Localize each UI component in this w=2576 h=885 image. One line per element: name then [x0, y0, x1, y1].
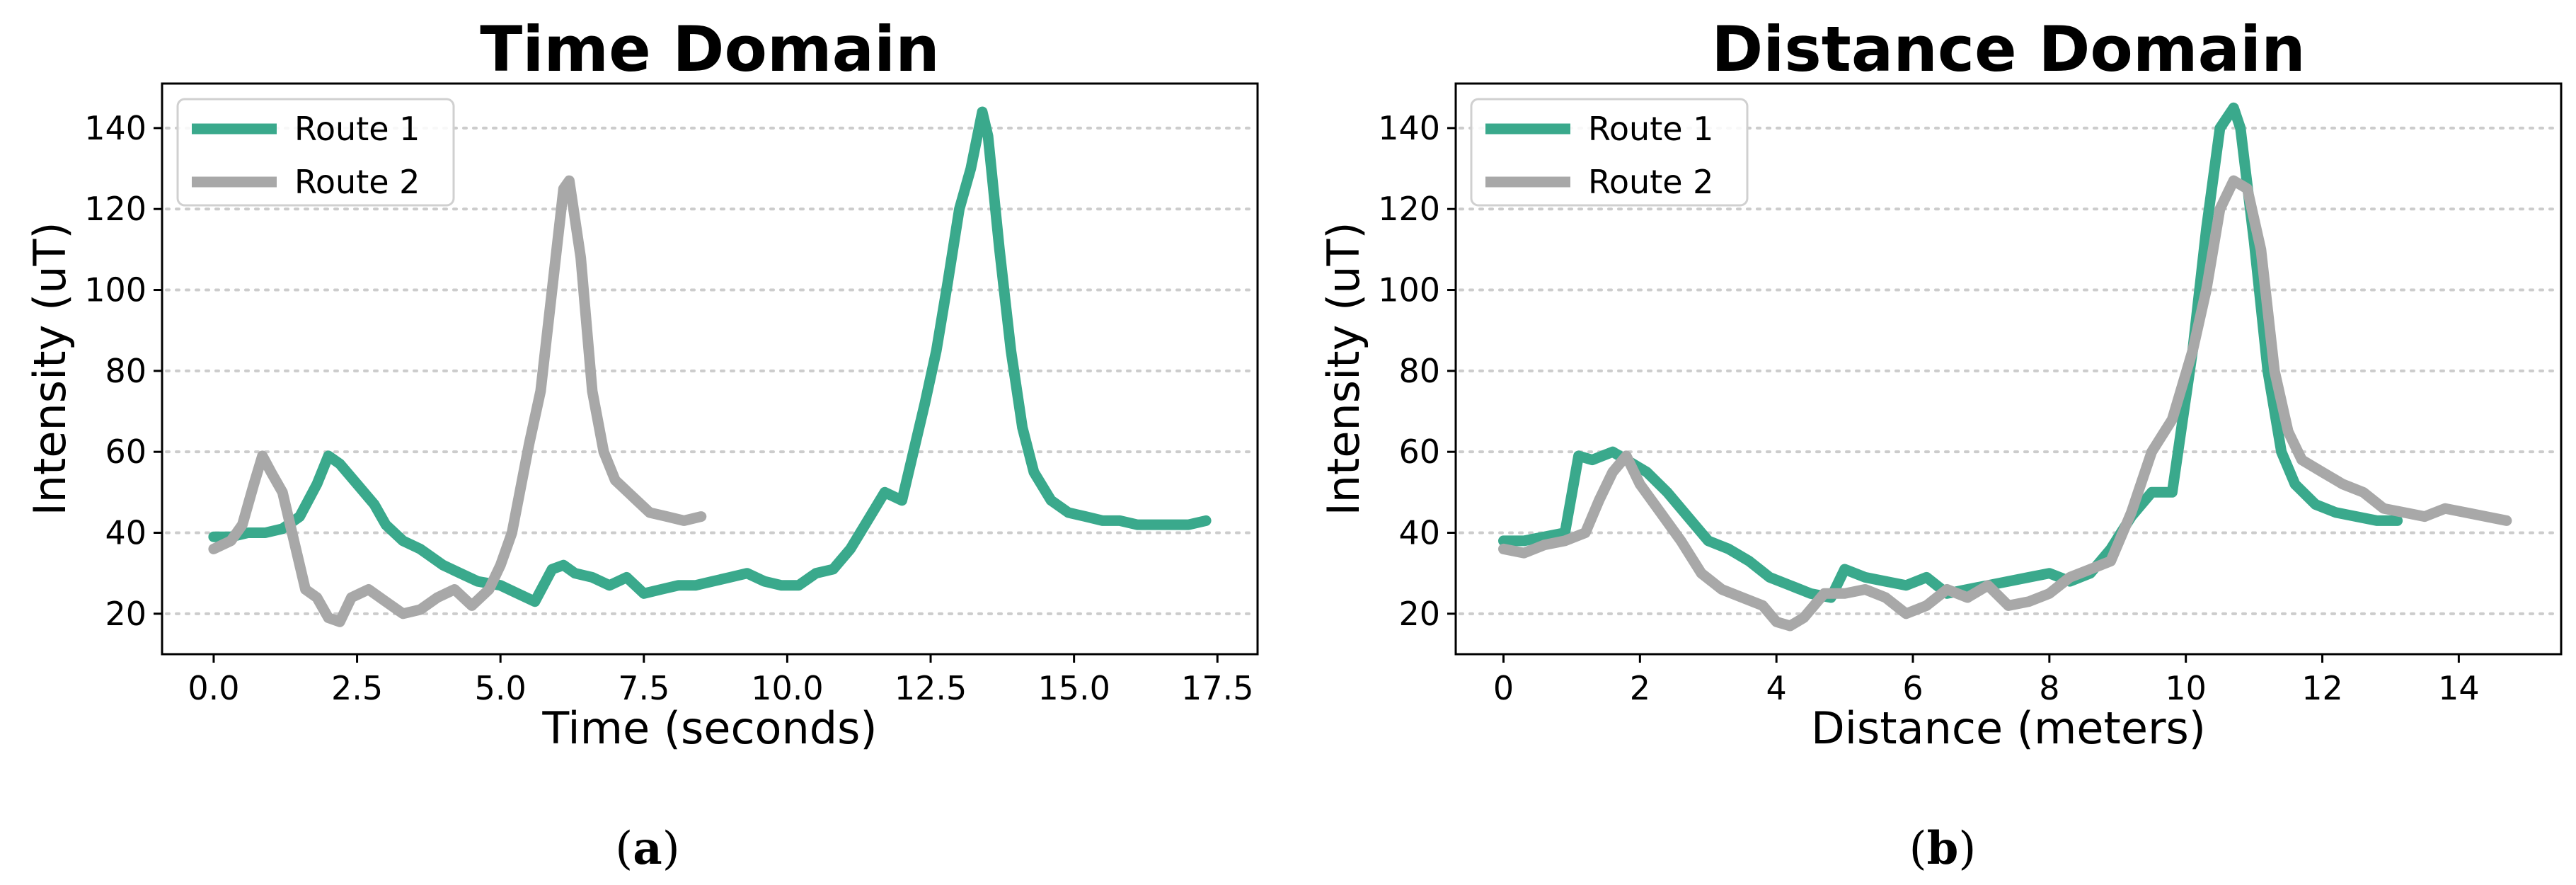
- x-tick-label: 12: [2301, 669, 2343, 707]
- chart-panel-time: Time Domain 0.0 2.5 5.0 7.5 10.0 12.5 15.0 17.5…: [24, 13, 1259, 875]
- y-tick-label: 20: [105, 595, 146, 633]
- y-tick-label: 60: [1398, 433, 1440, 471]
- legend: Route 1 Route 2: [1470, 98, 1749, 207]
- y-tick-label: 40: [1398, 514, 1440, 552]
- x-tick-label: 7.5: [618, 669, 669, 707]
- subfigure-caption: (b): [1909, 822, 1977, 875]
- series-line-route-1: [208, 106, 1212, 607]
- x-tick-label: 2.5: [331, 669, 383, 707]
- legend: Route 1 Route 2: [176, 98, 455, 207]
- x-tick-label: 14: [2438, 669, 2480, 707]
- x-tick-label: 0: [1493, 669, 1514, 707]
- x-tick-label: 4: [1766, 669, 1787, 707]
- y-tick-label: 40: [105, 514, 146, 552]
- chart-title: Distance Domain: [1711, 13, 2306, 86]
- chart-panel-distance: Distance Domain 0 2 4 6 8 10 12 14 20 40 60 80 100 1…: [1318, 13, 2563, 875]
- x-tick-label: 12.5: [895, 669, 967, 707]
- legend-label: Route 2: [1588, 163, 1713, 201]
- y-axis-label: Intensity (uT): [24, 222, 76, 515]
- chart-title: Time Domain: [480, 13, 940, 86]
- x-tick-label: 10.0: [751, 669, 823, 707]
- x-tick-label: 2: [1630, 669, 1650, 707]
- legend-label: Route 2: [294, 163, 420, 201]
- y-tick-label: 80: [1398, 352, 1440, 390]
- y-axis-label: Intensity (uT): [1318, 222, 1369, 515]
- y-tick-label: 100: [1378, 271, 1440, 309]
- y-tick-label: 80: [105, 352, 146, 390]
- series-line-route-2: [1498, 175, 2512, 632]
- x-tick-label: 10: [2165, 669, 2207, 707]
- plot-frame: [161, 82, 1259, 656]
- y-ticks: 20 40 60 80 100 120 140: [84, 109, 162, 633]
- x-tick-label: 17.5: [1181, 669, 1253, 707]
- x-axis-label: Distance (meters): [1811, 702, 2206, 754]
- y-tick-label: 140: [1378, 109, 1440, 147]
- x-tick-label: 15.0: [1037, 669, 1110, 707]
- y-tick-label: 20: [1398, 595, 1440, 633]
- y-grid: [1459, 126, 2558, 615]
- x-tick-label: 6: [1902, 669, 1923, 707]
- legend-label: Route 1: [294, 110, 420, 148]
- series-layer: [1498, 102, 2512, 632]
- x-tick-label: 0.0: [188, 669, 239, 707]
- legend-label: Route 1: [1588, 110, 1713, 148]
- y-tick-label: 60: [105, 433, 146, 471]
- x-tick-label: 8: [2039, 669, 2059, 707]
- y-tick-label: 100: [84, 271, 146, 309]
- y-tick-label: 120: [84, 190, 146, 228]
- x-axis-label: Time (seconds): [541, 702, 877, 754]
- y-ticks: 20 40 60 80 100 120 140: [1378, 109, 1456, 633]
- x-tick-label: 5.0: [475, 669, 527, 707]
- x-ticks: 0 2 4 6 8 10 12 14: [1493, 654, 2480, 707]
- plot-frame: [1454, 82, 2563, 656]
- series-line-route-2: [208, 175, 707, 627]
- subfigure-caption: (a): [615, 822, 679, 875]
- y-tick-label: 140: [84, 109, 146, 147]
- series-layer: [208, 106, 1212, 627]
- x-ticks: 0.0 2.5 5.0 7.5 10.0 12.5 15.0 17.5: [188, 654, 1253, 707]
- y-tick-label: 120: [1378, 190, 1440, 228]
